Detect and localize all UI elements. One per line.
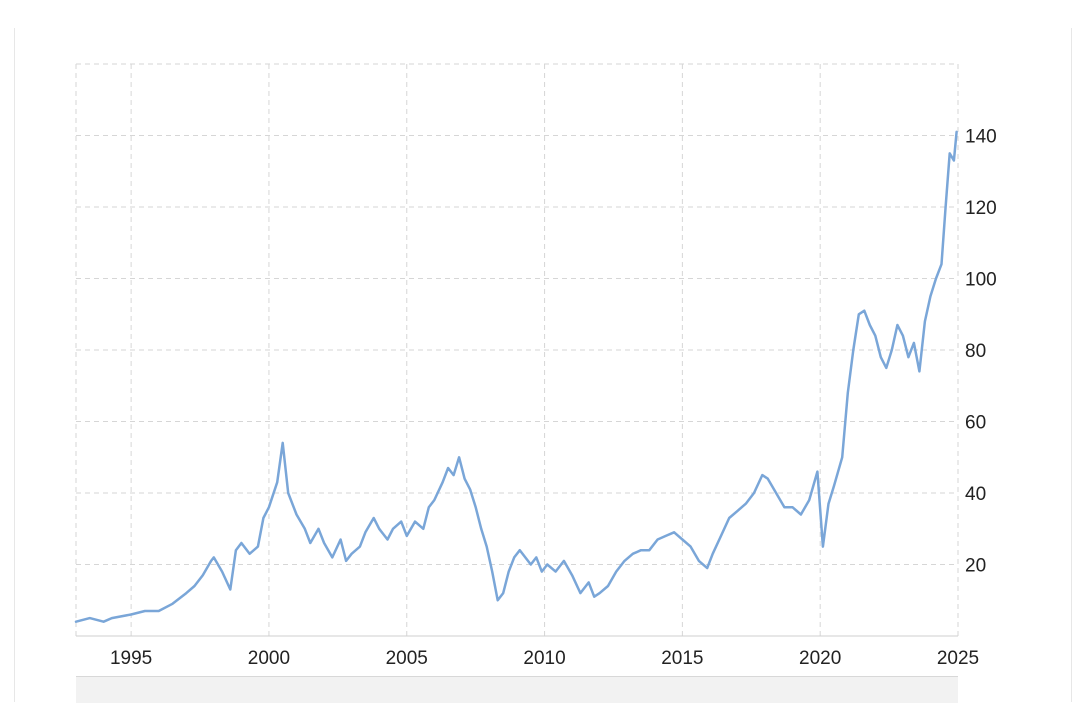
y-tick-label: 100 xyxy=(965,270,997,291)
y-tick-label: 60 xyxy=(965,413,986,434)
x-tick-label: 1995 xyxy=(110,648,152,669)
x-axis-tick-labels: 1995 2000 2005 2010 2015 2020 2025 xyxy=(110,648,979,669)
x-tick-label: 2015 xyxy=(661,648,703,669)
y-axis-tick-labels: 20 40 60 80 100 120 140 xyxy=(965,127,997,577)
series-layer xyxy=(74,130,958,623)
x-tick-label: 2005 xyxy=(386,648,428,669)
x-tick-label: 2020 xyxy=(799,648,841,669)
grid-lines xyxy=(75,63,959,637)
y-tick-label: 120 xyxy=(965,198,997,219)
range-navigator-bar[interactable] xyxy=(76,676,958,703)
x-tick-label: 2000 xyxy=(248,648,290,669)
y-tick-label: 80 xyxy=(965,341,986,362)
right-frame-border xyxy=(1071,28,1072,702)
y-tick-label: 20 xyxy=(965,556,986,577)
x-tick-label: 2010 xyxy=(523,648,565,669)
y-tick-label: 40 xyxy=(965,484,986,505)
left-frame-border xyxy=(14,28,15,702)
y-tick-label: 140 xyxy=(965,127,997,148)
series-line-0 xyxy=(74,130,958,623)
x-tick-label: 2025 xyxy=(937,648,979,669)
